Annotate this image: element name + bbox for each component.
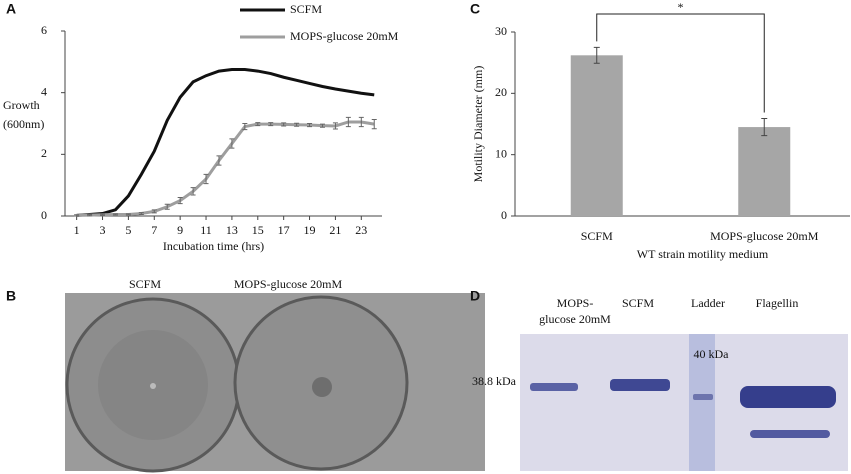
lane-label: Flagellin	[756, 296, 799, 310]
error-bar	[307, 123, 313, 128]
x-tick-label: 11	[200, 223, 212, 237]
x-tick-label: 21	[329, 223, 341, 237]
error-bar	[151, 209, 157, 214]
y-tick-label: 2	[41, 146, 47, 160]
error-bar	[229, 138, 235, 149]
lane-label: MOPS-	[557, 296, 594, 310]
lane-label: Ladder	[691, 296, 725, 310]
error-bar	[371, 118, 377, 130]
lane-label: glucose 20mM	[539, 312, 611, 326]
band	[693, 394, 713, 400]
error-bar	[87, 213, 93, 217]
error-bar	[332, 122, 338, 130]
y-tick-label: 20	[495, 85, 507, 99]
series-line	[76, 120, 375, 217]
panel-label: C	[470, 1, 480, 17]
panel-label: B	[6, 288, 16, 304]
x-tick-label: 5	[125, 223, 131, 237]
significance-label: *	[678, 0, 684, 14]
plate-label: MOPS-glucose 20mM	[234, 277, 343, 291]
y-axis-title: (600nm)	[3, 117, 44, 131]
plate-label: SCFM	[129, 277, 161, 291]
y-tick-label: 6	[41, 23, 47, 37]
error-bar	[164, 203, 170, 210]
x-tick-label: MOPS-glucose 20mM	[710, 229, 819, 243]
ladder-lane	[689, 334, 715, 471]
x-tick-label: SCFM	[581, 229, 613, 243]
error-bar	[294, 122, 300, 127]
y-tick-label: 0	[41, 208, 47, 222]
error-bar	[345, 116, 351, 128]
error-bar	[255, 122, 261, 127]
lane-label: SCFM	[622, 296, 654, 310]
legend-label: SCFM	[290, 2, 322, 16]
y-tick-label: 4	[41, 84, 47, 98]
error-bar	[761, 117, 768, 137]
error-bar	[216, 155, 222, 166]
error-bar	[190, 187, 196, 196]
band	[740, 386, 836, 408]
y-tick-label: 10	[495, 146, 507, 160]
x-tick-label: 19	[304, 223, 316, 237]
error-bar	[203, 173, 209, 185]
y-axis-title: Growth	[3, 98, 40, 112]
band	[530, 383, 578, 391]
ladder-label: 40 kDa	[694, 347, 730, 361]
error-bar	[100, 213, 106, 216]
series-line	[76, 68, 375, 217]
band	[750, 430, 830, 438]
bar	[570, 55, 623, 216]
x-tick-label: 15	[252, 223, 264, 237]
error-bar	[74, 214, 80, 217]
error-bar	[242, 123, 248, 131]
error-bar	[125, 213, 131, 216]
x-tick-label: 13	[226, 223, 238, 237]
x-tick-label: 1	[74, 223, 80, 237]
error-bar	[358, 116, 364, 128]
error-bar	[138, 212, 144, 215]
error-bar	[593, 46, 600, 64]
bar	[738, 127, 791, 216]
x-tick-label: 7	[151, 223, 157, 237]
error-bar	[112, 213, 118, 216]
inoculum	[150, 383, 156, 389]
x-tick-label: 23	[355, 223, 367, 237]
error-bar	[319, 123, 325, 128]
panel-label: A	[6, 1, 16, 17]
y-tick-label: 30	[495, 24, 507, 38]
y-tick-label: 0	[501, 208, 507, 222]
error-bar	[268, 122, 274, 127]
error-bar	[281, 122, 287, 127]
y-axis-title: Motility Diameter (mm)	[471, 66, 485, 183]
x-tick-label: 9	[177, 223, 183, 237]
error-bar	[177, 197, 183, 205]
x-tick-label: 3	[100, 223, 106, 237]
band-label: 38.8 kDa	[472, 374, 517, 388]
legend-label: MOPS-glucose 20mM	[290, 29, 399, 43]
x-tick-label: 17	[278, 223, 290, 237]
significance-bracket	[596, 13, 765, 113]
x-axis-title: Incubation time (hrs)	[163, 239, 264, 253]
motility-zone	[312, 377, 332, 397]
x-axis-title: WT strain motility medium	[637, 247, 769, 261]
panel-label: D	[470, 288, 480, 304]
band	[610, 379, 670, 391]
